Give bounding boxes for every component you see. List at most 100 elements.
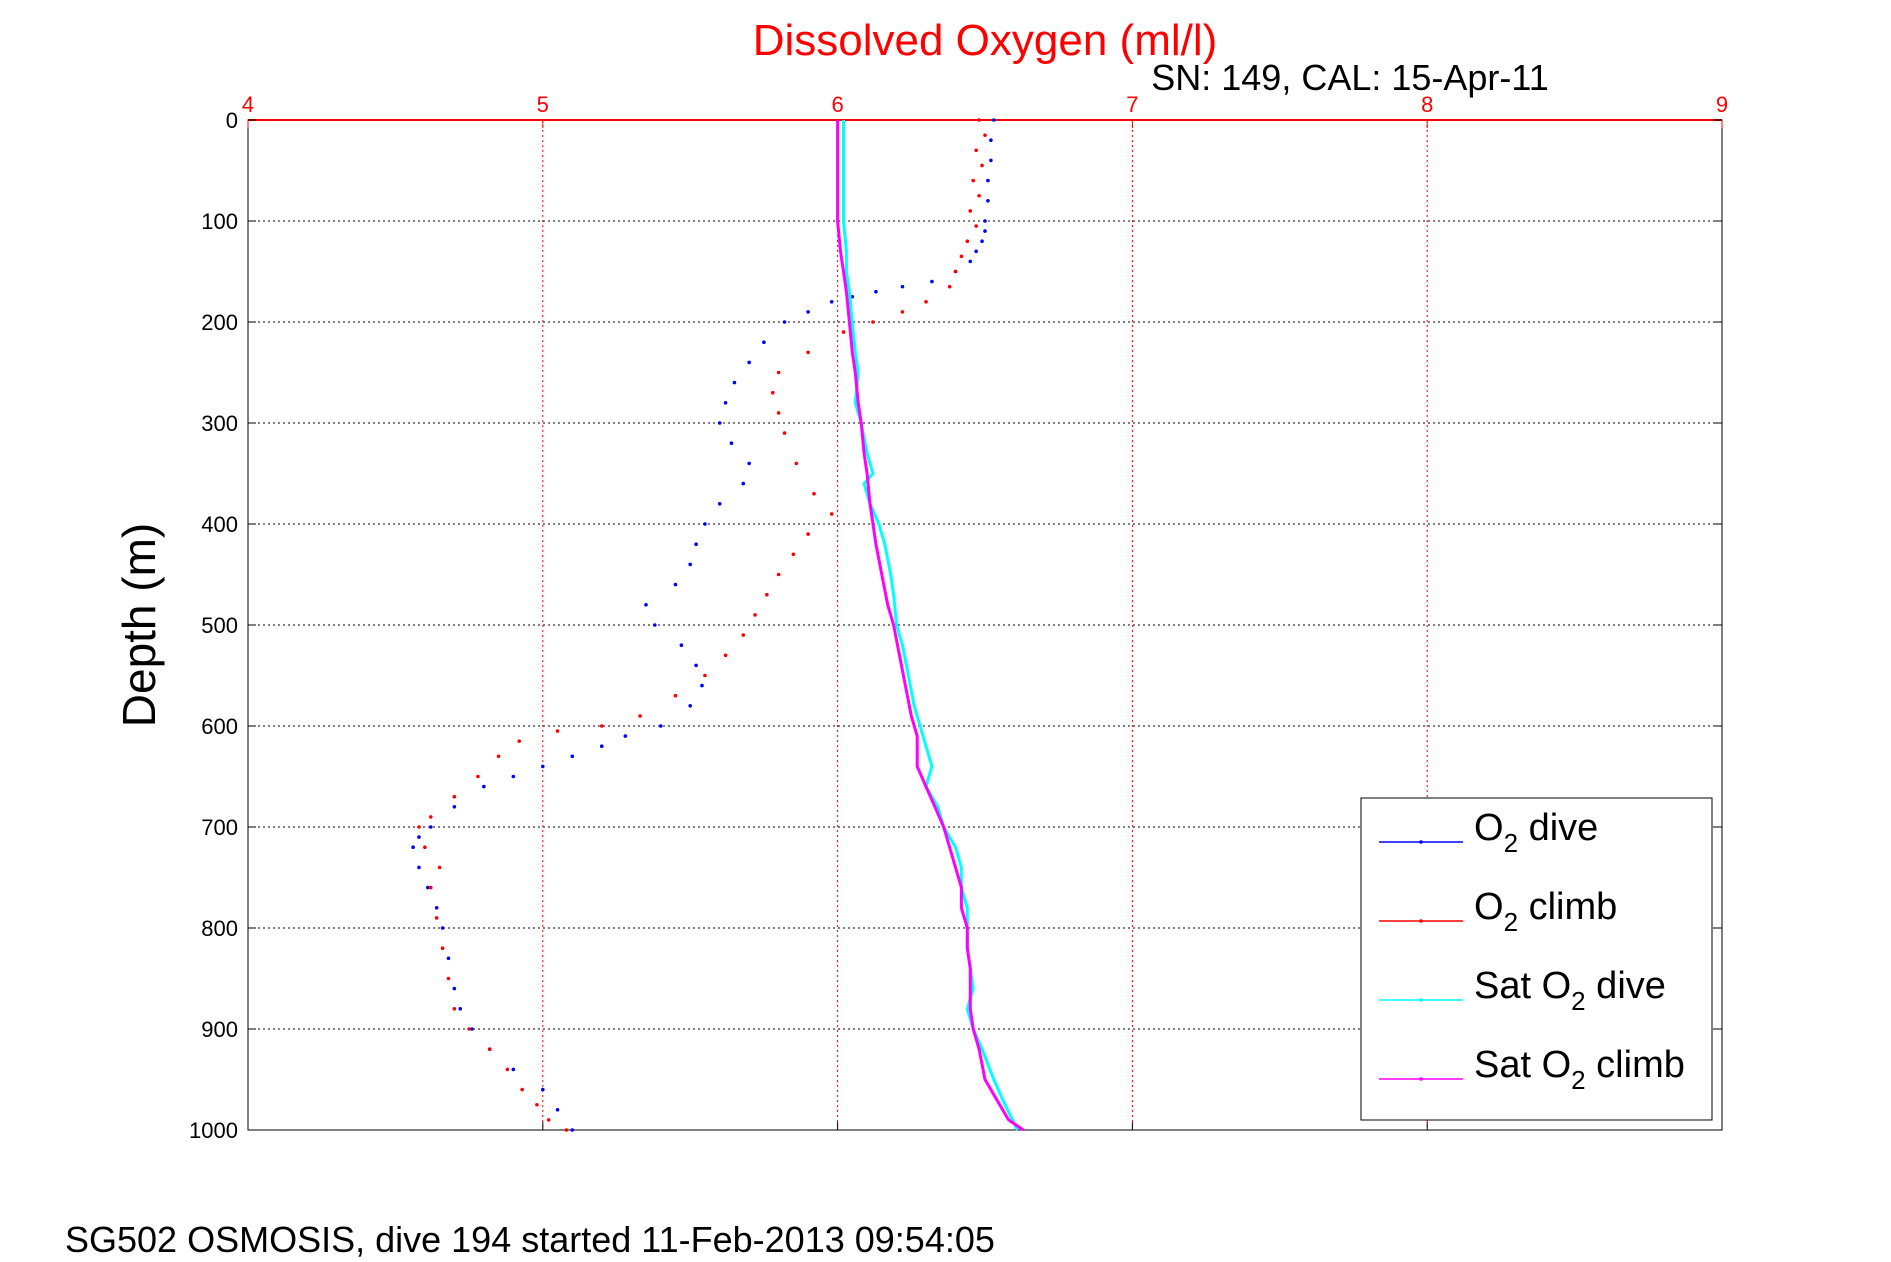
data-point xyxy=(776,411,781,415)
data-point xyxy=(517,739,522,743)
data-point xyxy=(511,774,516,779)
data-point xyxy=(983,219,987,223)
data-point xyxy=(930,279,934,284)
data-point xyxy=(791,552,796,557)
data-point xyxy=(541,764,545,769)
data-point xyxy=(428,885,433,890)
data-point xyxy=(829,300,834,304)
y-tick-label: 500 xyxy=(201,613,238,638)
data-point xyxy=(417,835,421,839)
data-point xyxy=(965,239,970,243)
data-point xyxy=(900,310,905,314)
data-point xyxy=(983,133,987,137)
data-point xyxy=(924,300,928,304)
data-point xyxy=(638,714,642,718)
data-point xyxy=(747,461,751,466)
data-point xyxy=(717,502,722,506)
data-point xyxy=(762,340,766,345)
data-point xyxy=(829,512,834,516)
data-point xyxy=(700,683,704,688)
data-point xyxy=(555,729,560,733)
legend-label: O2 climb xyxy=(1474,886,1617,937)
data-point xyxy=(673,693,678,698)
data-point xyxy=(452,805,457,809)
x-axis-ticks: 4 5 6 7 8 9 xyxy=(242,92,1728,1130)
y-axis-label: Depth (m) xyxy=(113,523,165,727)
data-point xyxy=(953,269,958,274)
series-line xyxy=(836,120,1025,1132)
x-tick-label: 6 xyxy=(831,92,843,117)
data-point xyxy=(417,865,421,870)
y-tick-label: 900 xyxy=(201,1017,238,1042)
y-tick-label: 400 xyxy=(201,512,238,537)
data-point xyxy=(570,754,575,759)
data-point xyxy=(986,199,990,203)
legend-marker xyxy=(1419,998,1423,1002)
data-point xyxy=(679,643,684,647)
data-point xyxy=(434,916,439,920)
x-tick-label: 4 xyxy=(242,92,254,117)
data-point xyxy=(653,623,657,627)
data-point xyxy=(729,441,734,446)
data-point xyxy=(782,431,787,435)
data-point xyxy=(623,734,628,738)
data-point xyxy=(434,906,439,910)
data-point xyxy=(703,673,707,678)
data-point xyxy=(986,178,990,183)
data-point xyxy=(599,724,604,728)
data-point xyxy=(555,1108,560,1112)
data-point xyxy=(968,259,973,264)
data-point xyxy=(520,1087,524,1092)
data-point xyxy=(947,284,952,289)
data-point xyxy=(741,633,746,637)
data-point xyxy=(770,390,775,395)
data-point xyxy=(971,178,976,183)
data-point xyxy=(782,320,787,324)
legend-label: O2 dive xyxy=(1474,807,1598,858)
data-point xyxy=(776,572,781,577)
data-point xyxy=(741,481,746,486)
data-point xyxy=(974,224,978,228)
data-point xyxy=(980,239,984,243)
data-point xyxy=(470,1027,474,1031)
legend-label: Sat O2 dive xyxy=(1474,965,1666,1016)
data-point xyxy=(496,754,501,759)
data-point xyxy=(871,320,875,324)
data-point xyxy=(564,1128,569,1132)
data-point xyxy=(428,815,433,819)
data-point xyxy=(505,1067,510,1072)
data-point xyxy=(974,249,978,254)
x-tick-label: 7 xyxy=(1126,92,1138,117)
data-point xyxy=(765,592,769,597)
data-point xyxy=(776,370,781,375)
y-tick-label: 300 xyxy=(201,411,238,436)
x-tick-label: 5 xyxy=(537,92,549,117)
data-point xyxy=(673,582,678,587)
data-point xyxy=(446,956,451,961)
data-point xyxy=(644,603,648,607)
data-point xyxy=(703,522,707,526)
data-point xyxy=(688,704,692,708)
y-tick-label: 600 xyxy=(201,714,238,739)
data-point xyxy=(417,825,421,829)
y-tick-label: 800 xyxy=(201,916,238,941)
data-point xyxy=(437,865,442,870)
data-point xyxy=(487,1047,492,1051)
chart-title: Dissolved Oxygen (ml/l) xyxy=(753,16,1218,65)
data-point xyxy=(658,724,663,728)
data-point xyxy=(458,1007,463,1011)
data-point xyxy=(482,784,486,789)
data-point xyxy=(959,254,964,259)
legend-label: Sat O2 climb xyxy=(1474,1044,1685,1095)
data-point xyxy=(717,421,722,425)
data-point xyxy=(570,1128,575,1132)
data-point xyxy=(992,118,996,122)
series-0 xyxy=(411,118,996,1132)
data-point xyxy=(812,491,816,496)
data-point xyxy=(723,653,728,658)
y-tick-label: 100 xyxy=(201,209,238,234)
chart-subtitle: SN: 149, CAL: 15-Apr-11 xyxy=(1151,57,1549,98)
data-point xyxy=(452,1007,457,1011)
series-3 xyxy=(836,120,1025,1132)
